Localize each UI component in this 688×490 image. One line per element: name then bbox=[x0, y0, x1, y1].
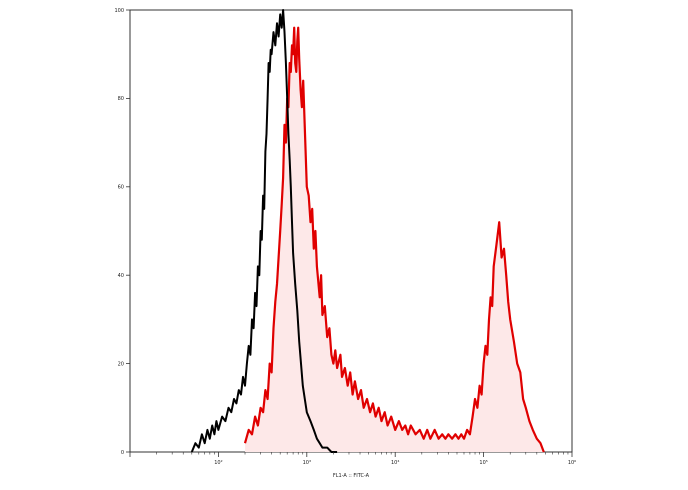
y-tick-label-0: 0 bbox=[121, 450, 124, 456]
series-layer bbox=[190, 9, 545, 453]
x-tick-label-3: 10³ bbox=[303, 460, 311, 466]
y-tick-label-80: 80 bbox=[118, 96, 124, 102]
y-tick-label-60: 60 bbox=[118, 185, 124, 191]
x-axis: 10² 10³ 10⁴ 10⁵ 10⁶ bbox=[129, 452, 576, 466]
x-tick-label-5: 10⁵ bbox=[479, 460, 487, 466]
series-0-line bbox=[190, 9, 338, 453]
y-tick-label-100: 100 bbox=[114, 8, 124, 14]
y-tick-label-40: 40 bbox=[118, 273, 124, 279]
x-axis-title: FL1-A :: FITC-A bbox=[333, 473, 370, 479]
y-tick-label-20: 20 bbox=[118, 361, 124, 367]
x-tick-label-2: 10² bbox=[214, 460, 222, 466]
series-1-fill bbox=[245, 27, 544, 452]
x-tick-label-4: 10⁴ bbox=[391, 460, 399, 466]
y-axis: 0 20 40 60 80 100 bbox=[114, 8, 130, 456]
x-tick-label-6: 10⁶ bbox=[568, 460, 576, 466]
